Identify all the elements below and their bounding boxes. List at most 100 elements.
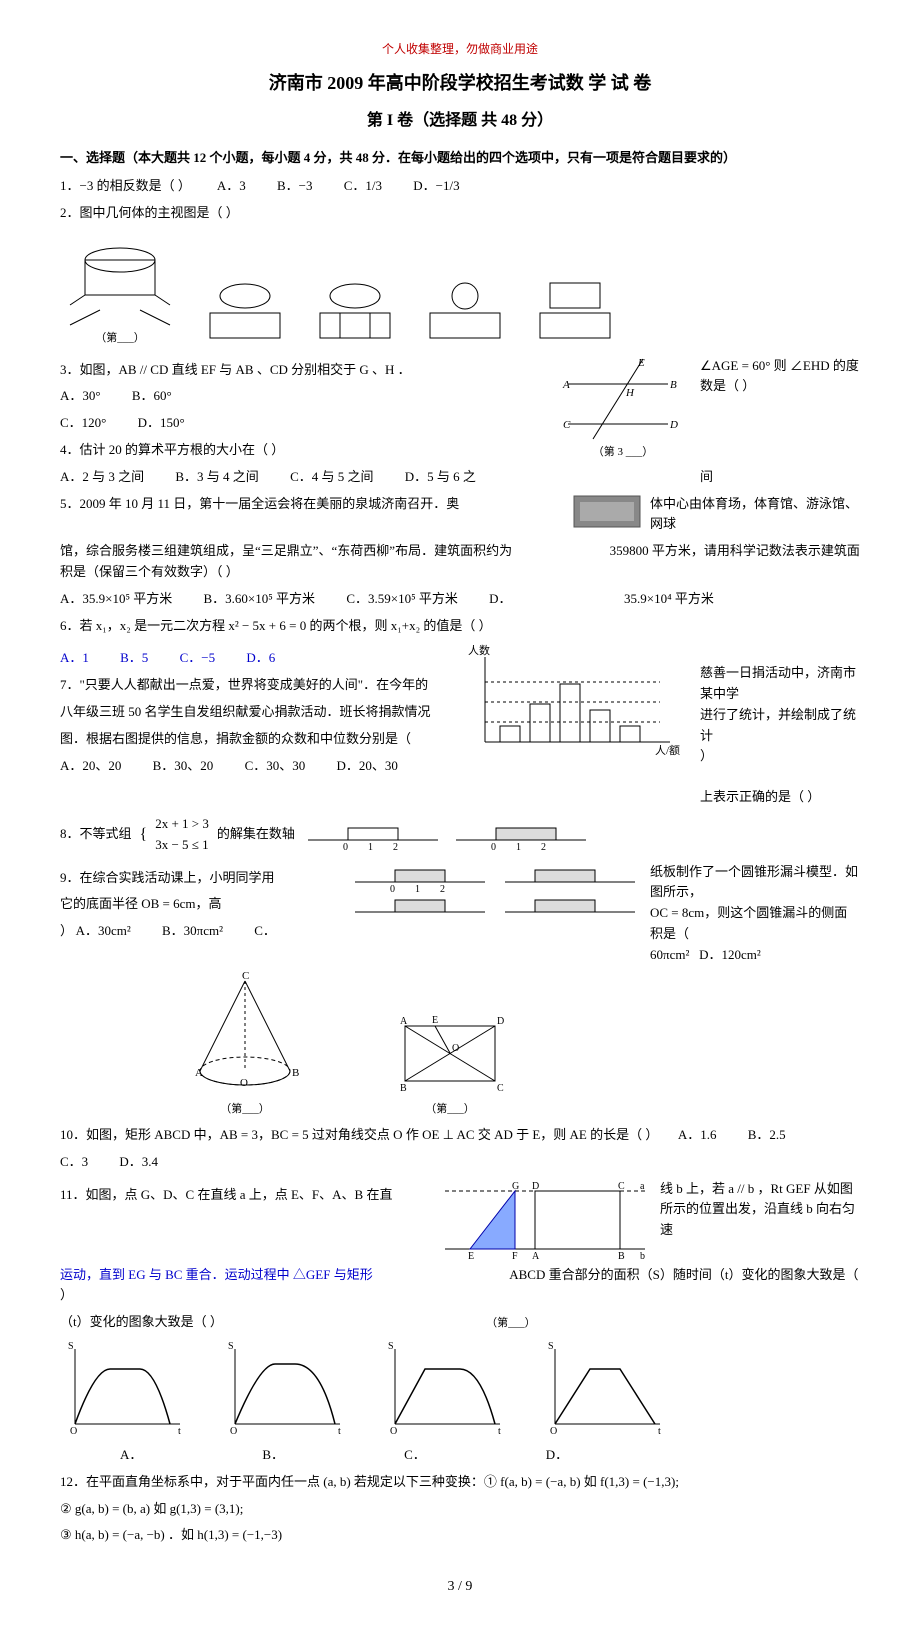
q3-opt-c: C．120°	[60, 415, 106, 430]
q10-opts-row2: C．3 D．3.4	[60, 1152, 860, 1173]
q1-stem: 1．−3 的相反数是（ ）	[60, 178, 191, 193]
q3-opts-row2: C．120° D．150°	[60, 413, 546, 434]
q10-opt-a: A．1.6	[678, 1127, 717, 1142]
svg-text:A: A	[400, 1016, 408, 1027]
question-10: 10．如图，矩形 ABCD 中，AB = 3，BC = 5 过对角线交点 O 作…	[60, 1125, 860, 1146]
q11-main-svg: E F A B G D C a b	[440, 1179, 650, 1259]
question-4: 4．估计 20 的算术平方根的大小在（ ）	[60, 440, 546, 461]
section-head: 一、选择题（本大题共 12 个小题，每小题 4 分，共 48 分．在每小题给出的…	[60, 148, 860, 169]
q8-extra-figs: 012	[350, 862, 490, 966]
q2-opt-c-svg	[420, 278, 510, 348]
svg-text:D: D	[497, 1016, 504, 1027]
q11-lbl-a: A．	[120, 1445, 142, 1466]
svg-text:t: t	[178, 1426, 181, 1437]
svg-text:1: 1	[368, 842, 373, 850]
q5-opts: A．35.9×10⁵ 平方米 B．3.60×10⁵ 平方米 C．3.59×10⁵…	[60, 589, 860, 610]
q11-graph-c: St O	[380, 1339, 510, 1439]
q9-opt-c: C．	[254, 923, 276, 938]
q4-opt-c: C．4 与 5 之间	[290, 469, 373, 484]
svg-text:O: O	[240, 1077, 248, 1089]
q1-opt-a: A．3	[217, 178, 246, 193]
q8-right: 上表示正确的是（ ）	[700, 787, 860, 808]
page-number: 3 / 9	[60, 1576, 860, 1598]
svg-text:B: B	[670, 379, 677, 391]
exam-subtitle: 第 I 卷（选择题 共 48 分）	[60, 108, 860, 134]
q11-graph-b: St O	[220, 1339, 350, 1439]
q2-opt-b-svg	[310, 278, 400, 348]
svg-text:A: A	[562, 379, 570, 391]
question-6: 6．若 x₁，x₂ 是一元二次方程 x² − 5x + 6 = 0 的两个根，则…	[60, 616, 860, 637]
q9-stem-a: 9．在综合实践活动课上，小明同学用	[60, 870, 275, 885]
q5-opt-b: B．3.60×10⁵ 平方米	[204, 591, 316, 606]
q8-nl-6	[500, 892, 640, 922]
svg-text:t: t	[658, 1426, 661, 1437]
q7-opts: A．20、20 B．30、20 C．30、30 D．20、30	[60, 756, 450, 777]
question-12: 12．在平面直角坐标系中，对于平面内任一点 (a, b) 若规定以下三种变换：①…	[60, 1472, 860, 1493]
q11-fig-cap: （第___）	[486, 1317, 536, 1329]
q4-opt-a: A．2 与 3 之间	[60, 469, 144, 484]
q6-opt-b: B．5	[120, 650, 148, 665]
q8-stem-b: 的解集在数轴	[217, 824, 295, 845]
q9-line2: 它的底面半径 OB = 6cm，高	[60, 894, 340, 915]
q5-stem-a: 5．2009 年 10 月 11 日，第十一届全运会将在美丽的泉城济南召开．奥	[60, 496, 459, 511]
q10-opt-d: D．3.4	[119, 1154, 158, 1169]
svg-text:C: C	[618, 1181, 625, 1192]
q7-stem-line2: 八年级三班 50 名学生自发组织献爱心捐款活动．班长将捐款情况	[60, 702, 450, 723]
q11-stem-c: 运动，直到 EG 与 BC 重合．运动过程中 △GEF 与矩形 ABCD 重合部…	[60, 1265, 860, 1307]
q4-opt-b: B．3 与 4 之间	[175, 469, 258, 484]
q1-opt-b: B．−3	[277, 178, 313, 193]
q10-stem: 10．如图，矩形 ABCD 中，AB = 3，BC = 5 过对角线交点 O 作…	[60, 1127, 658, 1142]
svg-text:0: 0	[343, 842, 348, 850]
q11-right2: 所示的位置出发，沿直线 b 向右匀速	[660, 1199, 860, 1241]
q11-lbl-c: C．	[404, 1445, 426, 1466]
svg-text:D: D	[669, 419, 678, 431]
q12-c: ③ h(a, b) = (−a, −b) ．如 h(1,3) = (−1,−3)	[60, 1525, 860, 1546]
q7-stem-a: 7．"只要人人都献出一点爱，世界将变成美好的人间"．在今年的	[60, 677, 428, 692]
question-2: 2．图中几何体的主视图是（ ）	[60, 203, 860, 224]
question-8: 8．不等式组 { 2x + 1 > 3 3x − 5 ≤ 1 的解集在数轴 01…	[60, 814, 860, 856]
q7-bar-svg: 人数 人/额	[460, 642, 690, 762]
q5-stem-b1: 体中心由体育场，体育馆、游泳馆、网球	[650, 496, 858, 532]
q9-right3: 60πcm² D．120cm²	[650, 945, 860, 966]
q8-nl-5	[500, 862, 640, 892]
svg-text:H: H	[625, 387, 635, 399]
q7-stem: 7．"只要人人都献出一点爱，世界将变成美好的人间"．在今年的	[60, 675, 450, 696]
q3-fig-cap: （第 3 ___）	[558, 444, 688, 462]
svg-text:1: 1	[516, 842, 521, 850]
q3-pre: 3．如图，AB // CD 直线 EF 与 AB 、CD 分别相交于 G 、H …	[60, 362, 411, 377]
question-3: 3．如图，AB // CD 直线 EF 与 AB 、CD 分别相交于 G 、H …	[60, 360, 546, 381]
q10-rect-cap: （第___）	[390, 1101, 510, 1119]
q10-opt-b: B．2.5	[748, 1127, 786, 1142]
svg-text:B: B	[618, 1251, 625, 1259]
q4-opt-d: D．5 与 6 之	[405, 469, 476, 484]
svg-text:人数: 人数	[468, 644, 490, 657]
svg-text:0: 0	[491, 842, 496, 850]
q9-right-figs	[500, 862, 640, 966]
q4-stem: 4．估计 20 的算术平方根的大小在（ ）	[60, 442, 284, 457]
svg-text:E: E	[432, 1015, 438, 1026]
q3-opt-b: B．60°	[132, 388, 172, 403]
svg-text:t: t	[498, 1426, 501, 1437]
q7-chart: 人数 人/额	[460, 642, 690, 808]
q7-right3: ）	[700, 746, 860, 767]
q11-lbl-d: D．	[546, 1445, 568, 1466]
q11-lbl-b: B．	[262, 1445, 284, 1466]
svg-text:0: 0	[390, 884, 395, 892]
svg-text:2: 2	[393, 842, 398, 850]
q5-opt-c: C．3.59×10⁵ 平方米	[346, 591, 458, 606]
header-note: 个人收集整理，勿做商业用途	[60, 40, 860, 59]
svg-text:人/额: 人/额	[655, 744, 680, 757]
q6-opt-c: C．−5	[180, 650, 216, 665]
q3-opts-row1: A．30° B．60°	[60, 386, 546, 407]
q2-figures: （第___）	[60, 230, 860, 348]
q1-opt-d: D．−1/3	[413, 178, 459, 193]
q7-right1: 慈善一日捐活动中，济南市某中学	[700, 663, 860, 705]
q5-photo-icon	[572, 494, 642, 529]
q6-opts: A．1 B．5 C．−5 D．6	[60, 648, 450, 669]
svg-text:b: b	[640, 1251, 645, 1259]
q3-post: ∠AGE = 60° 则 ∠EHD 的度数是（ ）	[700, 358, 859, 394]
q8-nl-1: 0 1 2	[303, 820, 443, 850]
svg-text:A: A	[195, 1067, 203, 1079]
svg-text:B: B	[400, 1083, 407, 1094]
svg-text:O: O	[452, 1043, 459, 1054]
